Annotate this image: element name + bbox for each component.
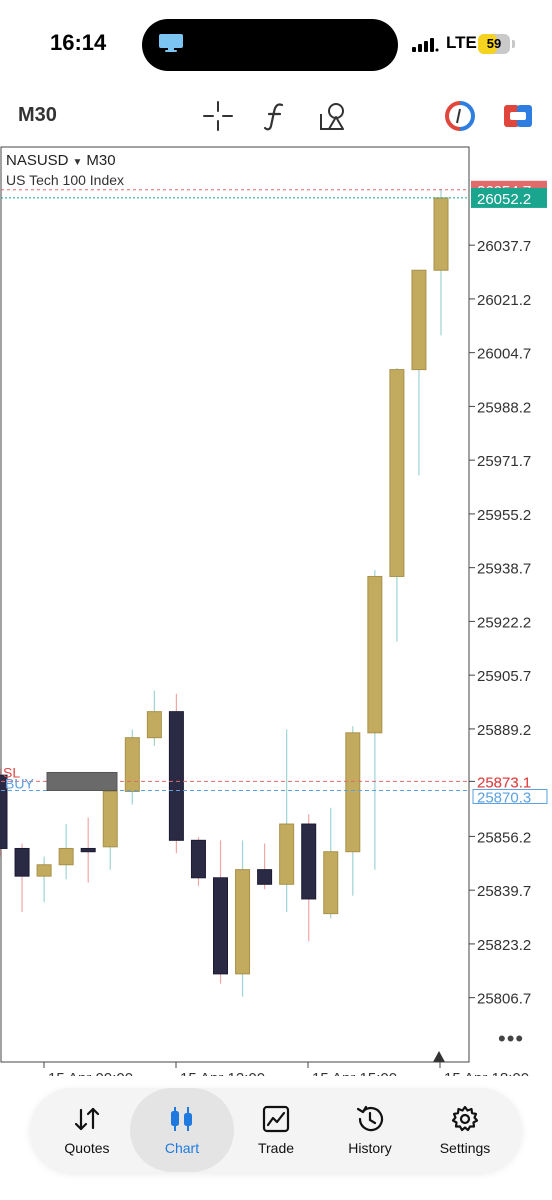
y-tick-label: 25856.2 <box>477 829 531 846</box>
y-tick-label: 25938.7 <box>477 561 531 578</box>
current-price-label: 26052.2 <box>477 191 531 208</box>
symbol-name: NASUSD <box>6 152 69 169</box>
nav-settings[interactable]: Settings <box>418 1088 512 1172</box>
candle-body <box>411 269 427 371</box>
price-chart[interactable]: 26037.7 26021.2 26004.7 25988.2 25971.7 25955… <box>0 146 552 1076</box>
candle-body <box>433 197 449 271</box>
chart-icon <box>171 1107 192 1131</box>
dynamic-island <box>142 19 398 71</box>
status-time: 16:14 <box>50 30 107 55</box>
history-icon <box>356 1105 384 1132</box>
order-sl-price-label: 25873.1 <box>477 774 531 791</box>
y-tick-label: 25839.7 <box>477 883 531 900</box>
nav-settings-label: Settings <box>439 1140 491 1156</box>
candle-body <box>14 847 30 877</box>
battery-icon: 59 <box>478 34 510 54</box>
settings-icon <box>451 1105 479 1132</box>
candle-body <box>301 823 317 900</box>
symbol-arrow: ▼ <box>72 157 83 168</box>
signal-icon <box>412 38 439 52</box>
y-tick-label: 25922.2 <box>477 614 531 631</box>
chart-toolbar: M30 <box>0 92 552 138</box>
candle-body <box>323 851 339 915</box>
nav-trade-label: Trade <box>257 1140 295 1156</box>
nav-chart-label: Chart <box>164 1140 200 1156</box>
objects-icon[interactable] <box>318 100 350 132</box>
x-tick-label: 15 Apr 09:00 <box>48 1070 133 1076</box>
sl-tag: SL <box>3 764 20 780</box>
candle-body <box>345 732 361 853</box>
one-click-trading-icon[interactable] <box>444 100 476 132</box>
candle-body <box>36 864 52 877</box>
x-tick-label: 15 Apr 12:00 <box>180 1070 265 1076</box>
trade-icon[interactable] <box>502 100 534 132</box>
nav-chart[interactable]: Chart <box>130 1088 234 1172</box>
bottom-nav: Quotes Chart Trade History <box>30 1088 522 1172</box>
symbol-description: US Tech 100 Index <box>6 172 125 188</box>
chart-symbol: NASUSD ▼ M30 <box>6 152 116 169</box>
candle-body <box>279 823 295 885</box>
battery-percent: 59 <box>486 36 502 51</box>
quotes-icon <box>74 1107 100 1131</box>
buy-tag: BUY <box>5 775 34 791</box>
candle-body <box>58 847 74 866</box>
candle-body <box>257 869 273 885</box>
crosshair-icon[interactable] <box>202 100 234 132</box>
candle-body <box>168 711 184 841</box>
screen-mirroring-icon <box>159 34 183 52</box>
candle-body <box>190 839 206 879</box>
symbol-timeframe: M30 <box>86 152 116 169</box>
battery-fill <box>478 34 497 54</box>
candle-body <box>80 847 96 853</box>
x-tick-label: 15 Apr 18:00 <box>444 1070 529 1076</box>
nav-trade[interactable]: Trade <box>230 1088 322 1172</box>
y-tick-label: 25823.2 <box>477 937 531 954</box>
candle-body <box>235 869 251 975</box>
y-tick-label: 26037.7 <box>477 238 531 255</box>
y-tick-label: 25806.7 <box>477 991 531 1008</box>
candle-body <box>389 369 405 577</box>
candle-body <box>0 774 8 849</box>
timeframe-button[interactable]: M30 <box>18 104 57 126</box>
y-tick-label: 25873.1 <box>477 774 531 791</box>
nav-history-label: History <box>348 1140 392 1156</box>
buy-price-box <box>472 788 548 804</box>
y-tick-label: 25955.2 <box>477 507 531 524</box>
candle-body <box>367 575 383 734</box>
nav-quotes[interactable]: Quotes <box>40 1088 134 1172</box>
y-tick-label: 25889.2 <box>477 722 531 739</box>
order-handle <box>46 771 118 791</box>
candle-body <box>146 711 162 739</box>
candle-body <box>124 737 140 792</box>
buy-price-label: 25870.3 <box>477 789 531 806</box>
x-tick-label: 15 Apr 15:00 <box>312 1070 397 1076</box>
candle-body <box>213 877 228 975</box>
more-icon[interactable]: ••• <box>498 1026 525 1051</box>
chart-shift-icon <box>433 1051 445 1062</box>
y-tick-label: 25905.7 <box>477 668 531 685</box>
trade-icon <box>262 1105 290 1133</box>
nav-history[interactable]: History <box>322 1088 418 1172</box>
y-tick-label: 26021.2 <box>477 292 531 309</box>
y-tick-label: 25971.7 <box>477 453 531 470</box>
y-tick-label: 26004.7 <box>477 346 531 363</box>
chart-frame <box>0 146 470 1063</box>
chart-canvas[interactable]: 26037.7 26021.2 26004.7 25988.2 25971.7 25955… <box>0 146 552 1076</box>
nav-quotes-label: Quotes <box>64 1140 110 1156</box>
y-tick-label: 25988.2 <box>477 399 531 416</box>
indicators-icon[interactable] <box>260 100 292 132</box>
current-price-box <box>471 187 547 208</box>
network-type: LTE <box>446 33 477 52</box>
candle-body <box>102 790 118 848</box>
battery-tip <box>512 40 515 48</box>
status-bar: 16:14 LTE 59 <box>0 0 552 90</box>
